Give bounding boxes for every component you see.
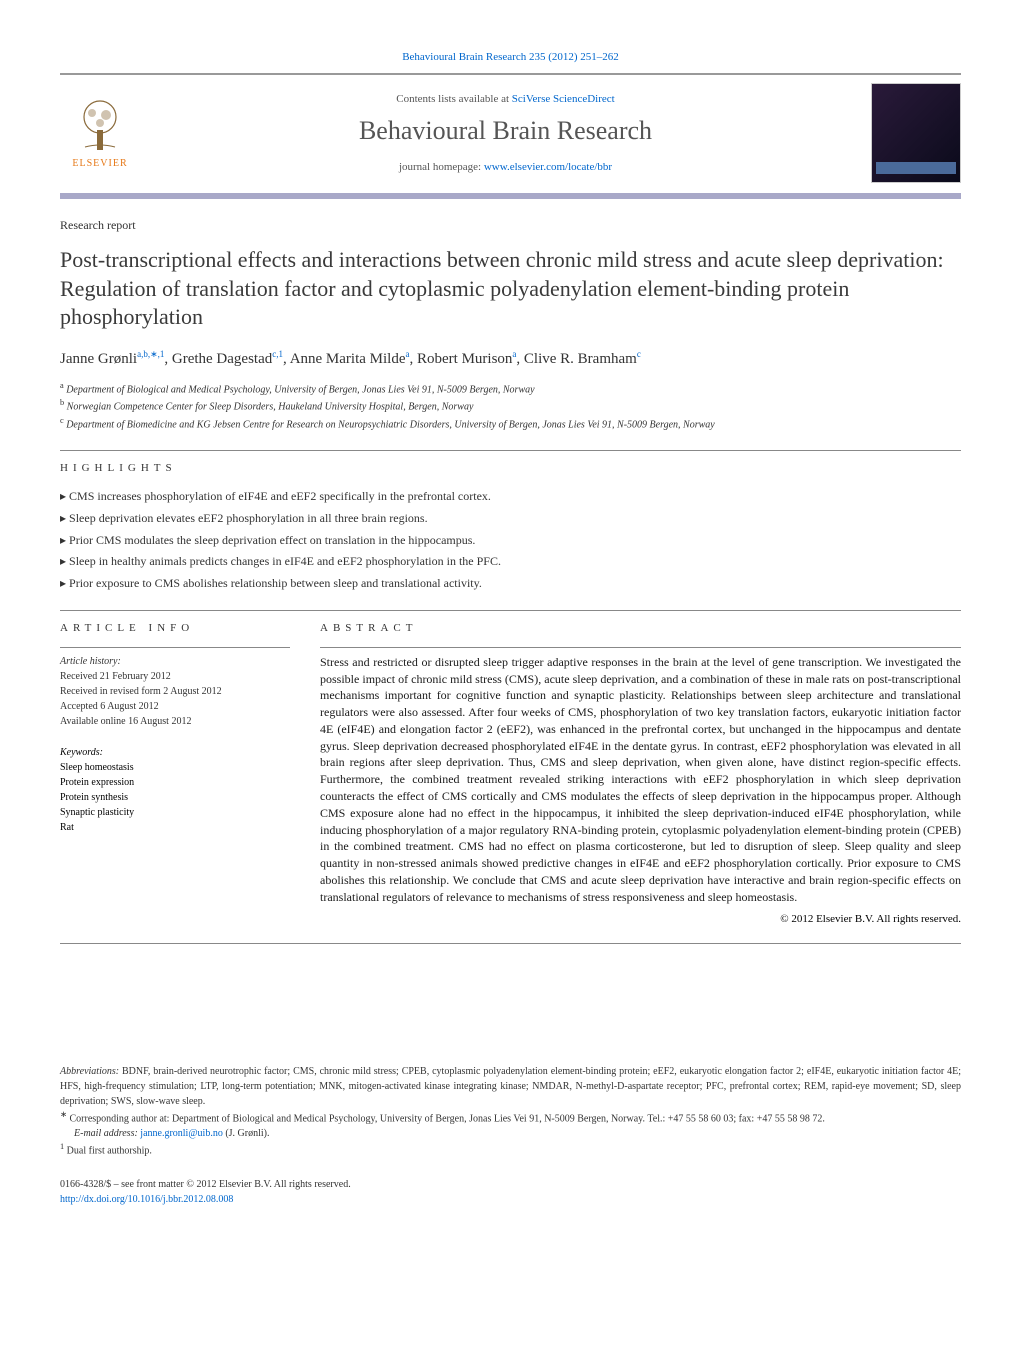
elsevier-logo: ELSEVIER [60,95,140,171]
online-date: Available online 16 August 2012 [60,714,290,729]
author-name: Clive R. Bramham [524,351,637,367]
email-label: E-mail address: [74,1128,138,1139]
thick-divider [60,193,961,199]
author-marks: c,1 [272,349,283,359]
keywords-block: Keywords: Sleep homeostasisProtein expre… [60,745,290,835]
corresponding-author: ∗ Corresponding author at: Department of… [60,1109,961,1126]
header-divider [60,73,961,75]
author-name: Janne Grønli [60,351,137,367]
keyword: Synaptic plasticity [60,805,290,820]
affiliation: b Norwegian Competence Center for Sleep … [60,397,961,414]
issn-doi-block: 0166-4328/$ – see front matter © 2012 El… [60,1177,961,1207]
dual-authorship: 1 Dual first authorship. [60,1141,961,1158]
corresponding-text: Corresponding author at: Department of B… [69,1113,824,1124]
footer-block: Abbreviations: BDNF, brain-derived neuro… [60,1064,961,1207]
divider [60,450,961,451]
received-date: Received 21 February 2012 [60,669,290,684]
author-name: Anne Marita Milde [290,351,406,367]
doi-link[interactable]: http://dx.doi.org/10.1016/j.bbr.2012.08.… [60,1192,961,1207]
article-type: Research report [60,217,961,234]
divider [60,610,961,611]
divider [60,647,290,648]
contents-available: Contents lists available at SciVerse Sci… [140,92,871,107]
highlight-item: Sleep deprivation elevates eEF2 phosphor… [60,508,961,530]
highlights-list: CMS increases phosphorylation of eIF4E a… [60,486,961,594]
affiliation: c Department of Biomedicine and KG Jebse… [60,415,961,432]
revised-date: Received in revised form 2 August 2012 [60,684,290,699]
affiliation: a Department of Biological and Medical P… [60,380,961,397]
issn-line: 0166-4328/$ – see front matter © 2012 El… [60,1177,961,1192]
homepage-prefix: journal homepage: [399,161,484,173]
abstract-text: Stress and restricted or disrupted sleep… [320,654,961,906]
email-line: E-mail address: janne.gronli@uib.no (J. … [60,1126,961,1141]
journal-name: Behavioural Brain Research [140,113,871,149]
divider [320,647,961,648]
author-name: Grethe Dagestad [172,351,272,367]
journal-homepage: journal homepage: www.elsevier.com/locat… [140,160,871,175]
highlights-heading: HIGHLIGHTS [60,461,961,476]
keyword: Sleep homeostasis [60,760,290,775]
author-marks: a,b,∗,1 [137,349,164,359]
abbrev-label: Abbreviations: [60,1066,119,1077]
journal-header: ELSEVIER Contents lists available at Sci… [60,79,961,191]
citation-header: Behavioural Brain Research 235 (2012) 25… [60,50,961,65]
elsevier-tree-icon [70,95,130,155]
divider [60,943,961,944]
keywords-label: Keywords: [60,745,290,760]
sciverse-link[interactable]: SciVerse ScienceDirect [512,93,615,105]
authors-list: Janne Grønlia,b,∗,1, Grethe Dagestadc,1,… [60,348,961,370]
article-history: Article history: Received 21 February 20… [60,654,290,729]
highlight-item: Prior exposure to CMS abolishes relation… [60,573,961,595]
history-label: Article history: [60,654,290,669]
abstract-heading: ABSTRACT [320,621,961,636]
article-title: Post-transcriptional effects and interac… [60,246,961,332]
highlight-item: CMS increases phosphorylation of eIF4E a… [60,486,961,508]
keyword: Protein expression [60,775,290,790]
affiliations-list: a Department of Biological and Medical P… [60,380,961,432]
keyword: Rat [60,820,290,835]
author-marks: c [637,349,641,359]
author-marks: a [406,349,410,359]
highlight-item: Sleep in healthy animals predicts change… [60,551,961,573]
accepted-date: Accepted 6 August 2012 [60,699,290,714]
dual-mark: 1 [60,1142,64,1151]
journal-cover-thumbnail [871,83,961,183]
homepage-link[interactable]: www.elsevier.com/locate/bbr [484,161,612,173]
corresponding-mark: ∗ [60,1110,67,1119]
email-link[interactable]: janne.gronli@uib.no [140,1128,223,1139]
highlight-item: Prior CMS modulates the sleep deprivatio… [60,530,961,552]
author-marks: a [512,349,516,359]
abbrev-text: BDNF, brain-derived neurotrophic factor;… [60,1066,961,1107]
dual-text: Dual first authorship. [67,1146,152,1157]
email-suffix: (J. Grønli). [225,1128,269,1139]
author-name: Robert Murison [417,351,512,367]
article-info-heading: ARTICLE INFO [60,621,290,636]
abstract-copyright: © 2012 Elsevier B.V. All rights reserved… [320,912,961,927]
contents-prefix: Contents lists available at [396,93,511,105]
elsevier-logo-text: ELSEVIER [72,157,127,171]
abbreviations: Abbreviations: BDNF, brain-derived neuro… [60,1064,961,1109]
keyword: Protein synthesis [60,790,290,805]
